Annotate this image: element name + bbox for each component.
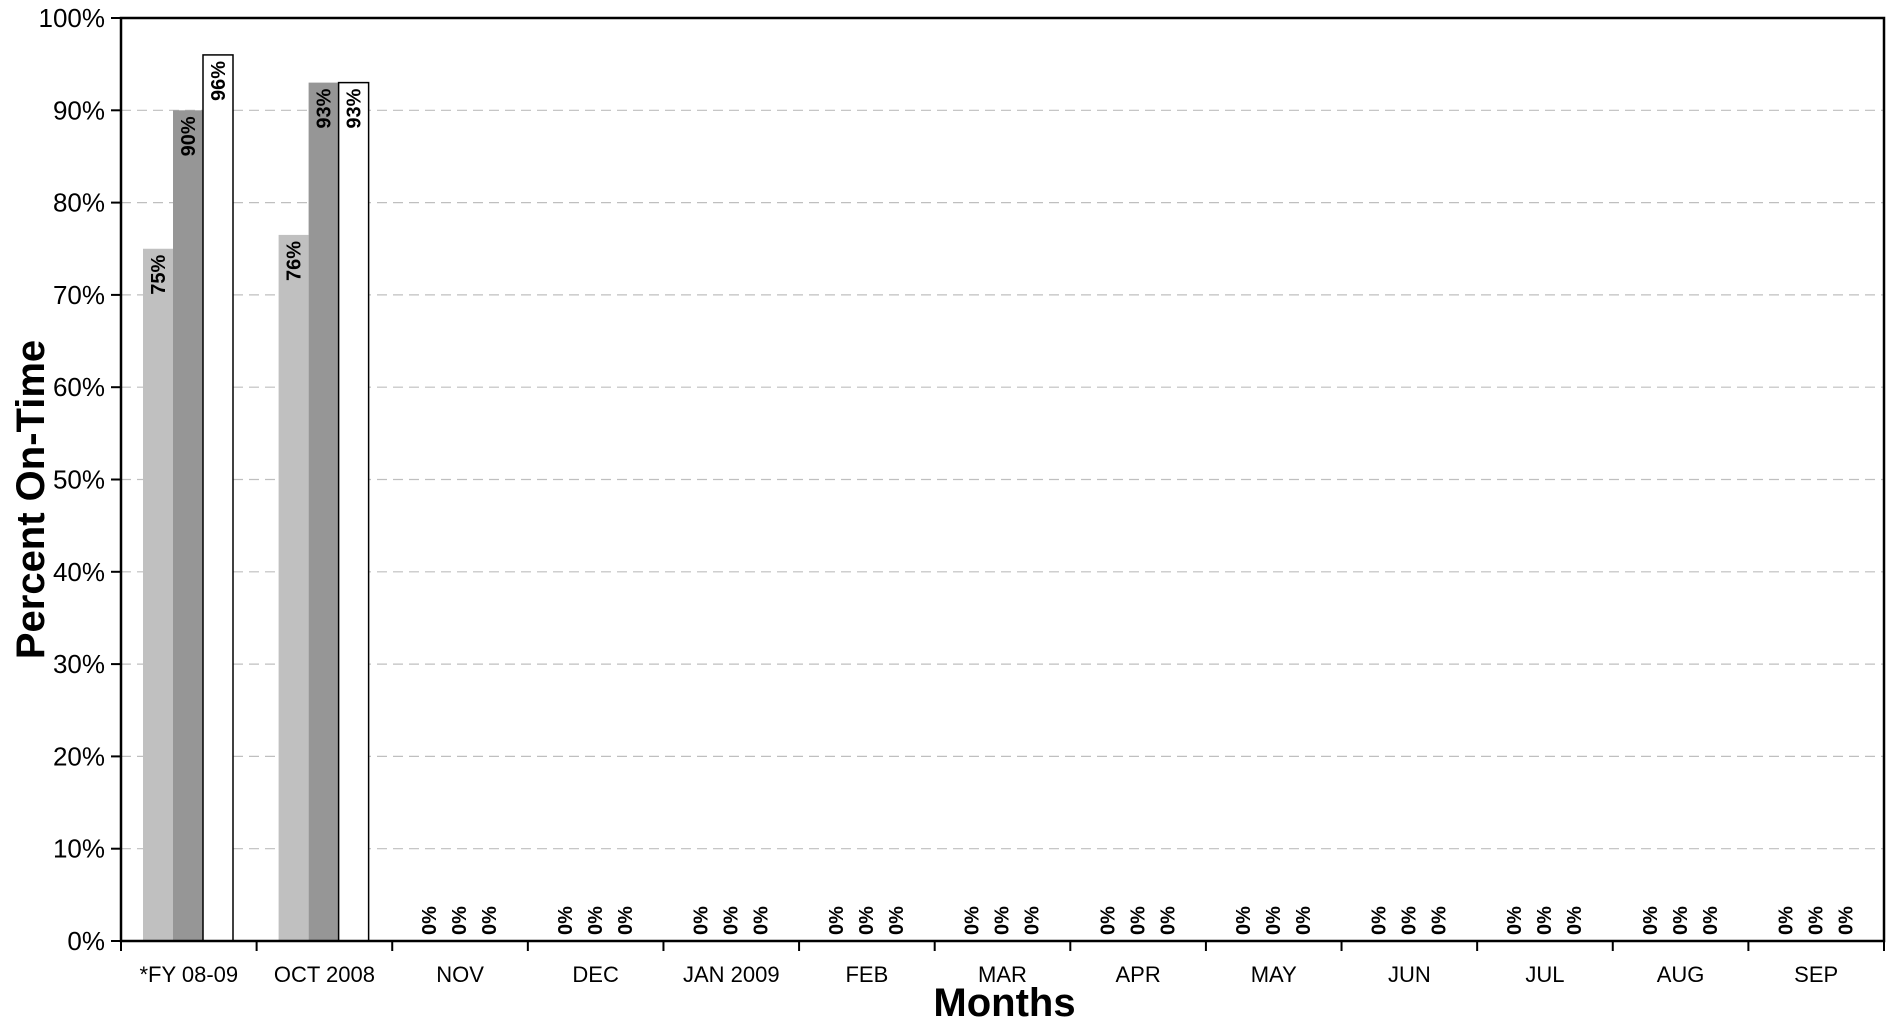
axis-ticks: 0% 10% 20% 30% 40% 50% 60% 70% 80% 90% 100% *FY 08-… (39, 3, 1885, 987)
data-label: 76% (284, 241, 306, 281)
data-label: 0% (962, 906, 984, 935)
bar (278, 234, 309, 941)
data-label: 0% (479, 906, 501, 935)
bar (143, 248, 173, 941)
y-tick-label: 80% (53, 188, 105, 218)
x-axis-title: Months (933, 981, 1075, 1023)
x-tick-label: MAY (1251, 962, 1297, 987)
data-label: 0% (1700, 906, 1722, 935)
data-label: 75% (148, 255, 170, 295)
y-tick-label: 100% (39, 3, 106, 33)
data-label: 0% (1835, 906, 1857, 935)
data-label: 0% (886, 906, 908, 935)
data-label: 0% (1534, 906, 1556, 935)
data-label: 96% (208, 61, 230, 101)
y-tick-label: 90% (53, 95, 105, 125)
y-tick-label: 0% (67, 926, 105, 956)
y-tick-label: 40% (53, 557, 105, 587)
data-label: 0% (449, 906, 471, 935)
data-label: 0% (1429, 906, 1451, 935)
x-tick-label: SEP (1794, 962, 1838, 987)
grid-lines (121, 109, 1884, 850)
x-tick-label: MAR (978, 962, 1027, 987)
data-labels: 75% 76% 0% 0% 0% 0% 0% 0% 0% 0% 0% 0% 0% 90% 93% 0% 0% 0%… (148, 61, 1857, 935)
bars (143, 54, 370, 942)
x-tick-label: FEB (845, 962, 888, 987)
y-tick-label: 30% (53, 649, 105, 679)
data-label: 0% (826, 906, 848, 935)
data-label: 0% (1263, 906, 1285, 935)
x-tick-label: *FY 08-09 (139, 962, 238, 987)
x-tick-label: JUN (1388, 962, 1431, 987)
x-tick-label: AUG (1657, 962, 1705, 987)
y-tick-label: 20% (53, 741, 105, 771)
data-label: 0% (1233, 906, 1255, 935)
data-label: 93% (314, 88, 336, 128)
y-tick-label: 60% (53, 372, 105, 402)
x-tick-label: NOV (436, 962, 484, 987)
y-tick-label: 70% (53, 280, 105, 310)
y-tick-label: 50% (53, 465, 105, 495)
data-label: 0% (555, 906, 577, 935)
data-label: 0% (1504, 906, 1526, 935)
data-label: 0% (1157, 906, 1179, 935)
data-label: 0% (1670, 906, 1692, 935)
data-label: 0% (1127, 906, 1149, 935)
bar (173, 110, 203, 942)
data-label: 0% (1293, 906, 1315, 935)
data-label: 0% (720, 906, 742, 935)
data-label: 0% (1805, 906, 1827, 935)
x-tick-label: OCT 2008 (274, 962, 375, 987)
y-tick-label: 10% (53, 834, 105, 864)
data-label: 0% (856, 906, 878, 935)
x-tick-label: JAN 2009 (683, 962, 780, 987)
bar (308, 82, 339, 942)
data-label: 0% (1022, 906, 1044, 935)
data-label: 0% (419, 906, 441, 935)
data-label: 0% (585, 906, 607, 935)
data-label: 0% (1640, 906, 1662, 935)
data-label: 0% (690, 906, 712, 935)
data-label: 0% (750, 906, 772, 935)
x-tick-label: DEC (572, 962, 619, 987)
data-label: 93% (344, 88, 366, 128)
data-label: 0% (992, 906, 1014, 935)
data-label: 0% (615, 906, 637, 935)
data-label: 0% (1097, 906, 1119, 935)
data-label: 0% (1369, 906, 1391, 935)
data-label: 0% (1775, 906, 1797, 935)
data-label: 0% (1399, 906, 1421, 935)
x-tick-label: APR (1115, 962, 1160, 987)
y-axis-title: Percent On-Time (9, 340, 53, 659)
x-tick-label: JUL (1525, 962, 1564, 987)
bar (337, 81, 370, 942)
data-label: 90% (178, 116, 200, 156)
bar (202, 54, 234, 942)
data-label: 0% (1564, 906, 1586, 935)
